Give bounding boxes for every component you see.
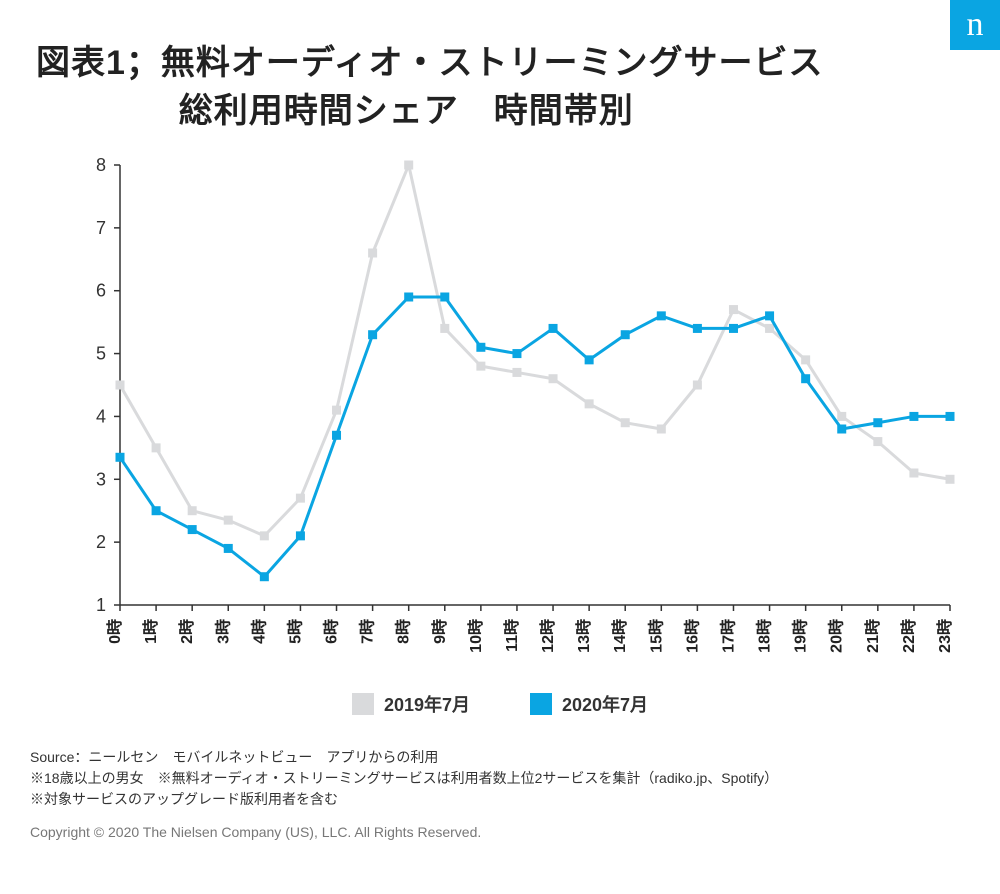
svg-text:10時: 10時: [466, 619, 485, 653]
svg-text:11時: 11時: [502, 619, 521, 652]
svg-text:16時: 16時: [682, 619, 701, 653]
svg-text:7時: 7時: [358, 619, 377, 644]
svg-text:6: 6: [96, 281, 106, 301]
svg-text:3: 3: [96, 469, 106, 489]
svg-text:6時: 6時: [322, 619, 341, 644]
svg-text:22時: 22時: [899, 619, 918, 653]
title-line-2: 総利用時間シェア 時間帯別: [36, 88, 970, 136]
legend-label-2019: 2019年7月: [384, 691, 470, 717]
svg-text:17時: 17時: [718, 619, 737, 653]
svg-text:4時: 4時: [249, 619, 268, 644]
footnote-line-2: ※18歳以上の男女 ※無料オーディオ・ストリーミングサービスは利用者数上位2サー…: [30, 768, 970, 789]
svg-text:14時: 14時: [610, 619, 629, 653]
footnote-line-3: ※対象サービスのアップグレード版利用者を含む: [30, 789, 970, 810]
svg-text:7: 7: [96, 218, 106, 238]
chart-title: 図表1；無料オーディオ・ストリーミングサービス 総利用時間シェア 時間帯別: [36, 40, 970, 135]
svg-text:3時: 3時: [213, 619, 232, 644]
svg-text:9時: 9時: [430, 619, 449, 644]
title-line-1: 図表1；無料オーディオ・ストリーミングサービス: [36, 44, 824, 82]
svg-text:0時: 0時: [105, 619, 124, 644]
svg-text:8: 8: [96, 155, 106, 175]
nielsen-logo: n: [950, 0, 1000, 50]
svg-text:2: 2: [96, 532, 106, 552]
legend-item-2020: 2020年7月: [530, 691, 648, 717]
chart-container: 1 2 3 4 5 6 7 8 0時 1時 2時 3時 4時 5時 6時 7時 8時 9時 10時 11時 12時 13時…: [70, 155, 960, 675]
legend-item-2019: 2019年7月: [352, 691, 470, 717]
footnotes: Source：ニールセン モバイルネットビュー アプリからの利用 ※18歳以上の…: [30, 747, 970, 810]
svg-text:20時: 20時: [827, 619, 846, 653]
svg-text:19時: 19時: [791, 619, 810, 653]
page-root: n 図表1；無料オーディオ・ストリーミングサービス 総利用時間シェア 時間帯別 …: [0, 0, 1000, 894]
copyright-text: Copyright © 2020 The Nielsen Company (US…: [30, 824, 481, 840]
legend-swatch-2020: [530, 693, 552, 715]
svg-text:18時: 18時: [755, 619, 774, 653]
copyright: Copyright © 2020 The Nielsen Company (US…: [30, 824, 970, 840]
footnote-line-1: Source：ニールセン モバイルネットビュー アプリからの利用: [30, 747, 970, 768]
svg-text:5時: 5時: [285, 619, 304, 644]
legend: 2019年7月 2020年7月: [30, 691, 970, 717]
legend-swatch-2019: [352, 693, 374, 715]
svg-text:12時: 12時: [538, 619, 557, 653]
legend-label-2020: 2020年7月: [562, 691, 648, 717]
svg-text:13時: 13時: [574, 619, 593, 653]
svg-text:1: 1: [96, 595, 106, 615]
svg-text:1時: 1時: [141, 619, 160, 644]
svg-text:15時: 15時: [646, 619, 665, 653]
svg-text:4: 4: [96, 407, 106, 427]
svg-text:21時: 21時: [863, 619, 882, 653]
nielsen-logo-letter: n: [967, 6, 984, 43]
svg-text:23時: 23時: [935, 619, 954, 653]
svg-text:2時: 2時: [177, 619, 196, 644]
svg-text:5: 5: [96, 344, 106, 364]
svg-text:8時: 8時: [394, 619, 413, 644]
line-chart: 1 2 3 4 5 6 7 8 0時 1時 2時 3時 4時 5時 6時 7時 8時 9時 10時 11時 12時 13時…: [70, 155, 970, 675]
